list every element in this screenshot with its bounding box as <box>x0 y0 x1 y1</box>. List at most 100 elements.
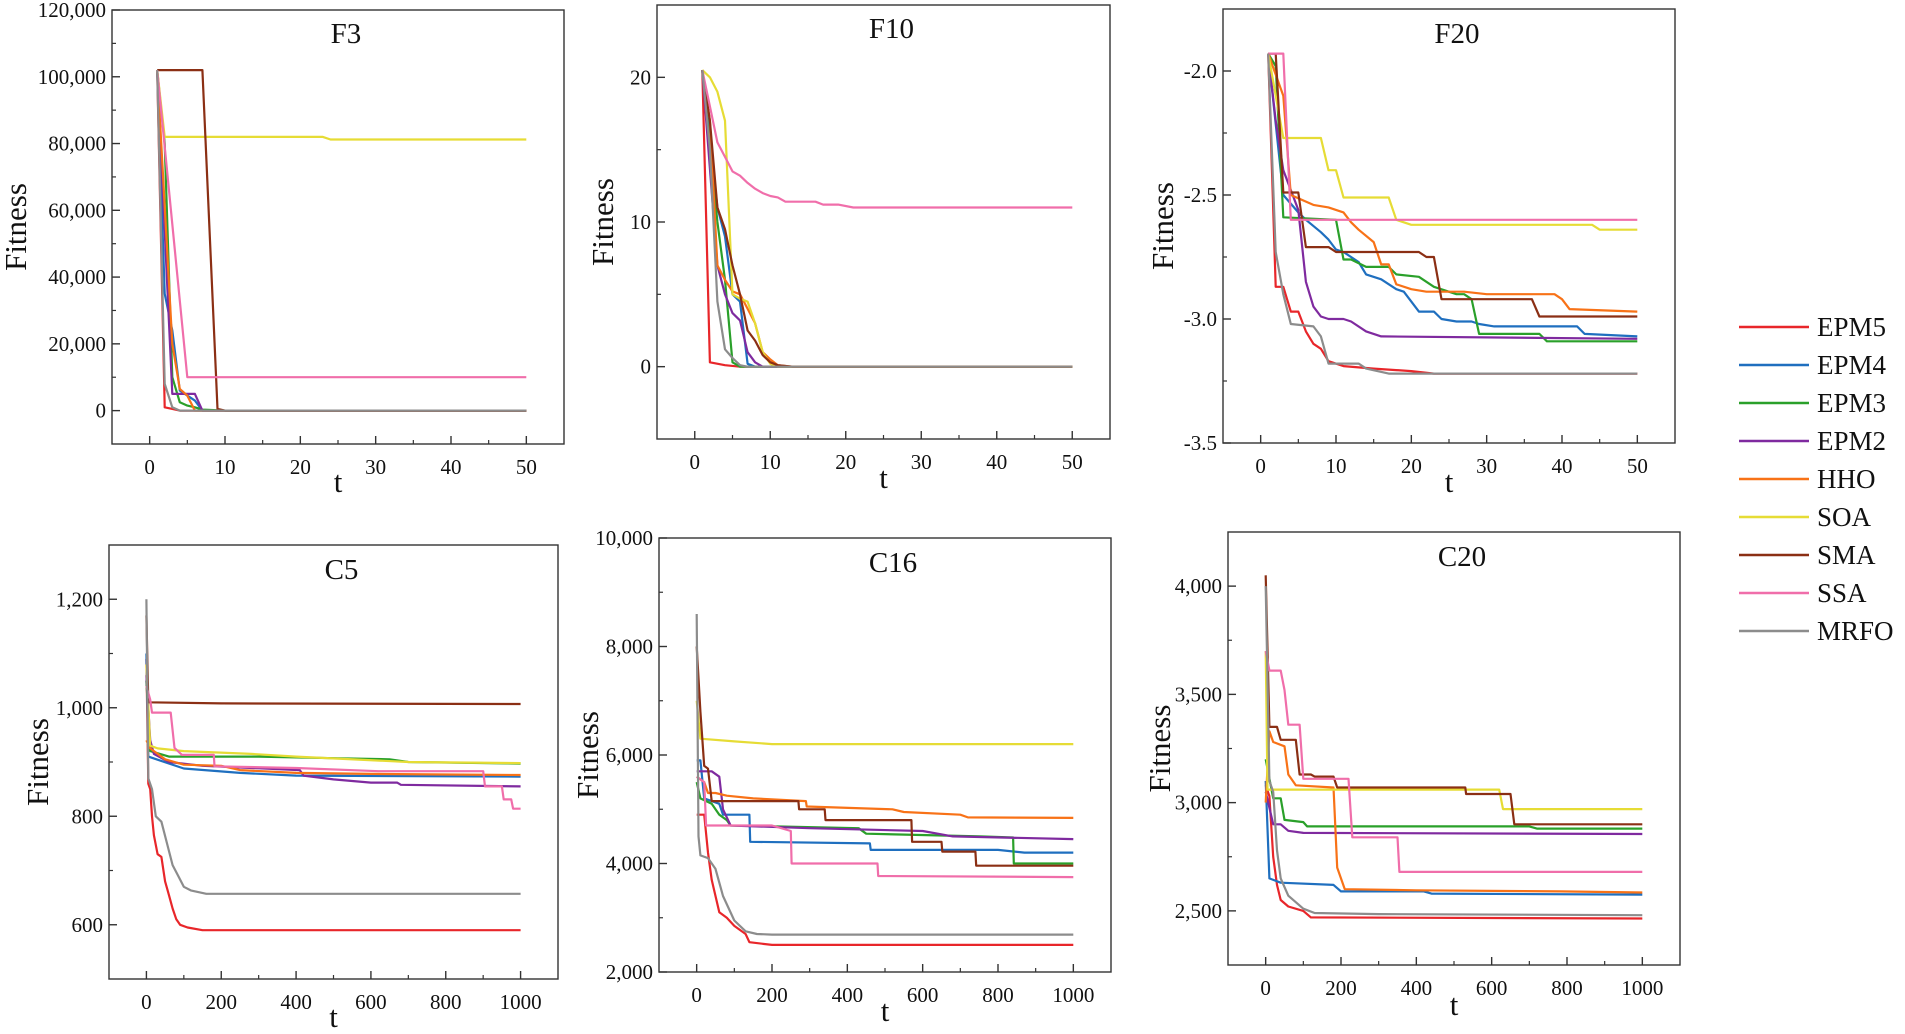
series-line-EPM4 <box>156 70 527 412</box>
x-tick-label: 200 <box>756 983 788 1007</box>
y-tick-label: 2,500 <box>1175 899 1222 923</box>
x-tick-label: 50 <box>516 455 537 479</box>
x-tick-label: 600 <box>1476 976 1508 1000</box>
x-tick-label: 0 <box>1255 454 1266 478</box>
legend-item-EPM4: EPM4 <box>1739 350 1887 380</box>
y-tick-label: 2,000 <box>606 960 653 984</box>
x-tick-label: 800 <box>982 983 1014 1007</box>
y-tick-label: -2.0 <box>1184 59 1217 83</box>
x-tick-label: 50 <box>1062 450 1083 474</box>
legend-item-EPM3: EPM3 <box>1739 388 1886 418</box>
legend-label: EPM2 <box>1817 426 1886 456</box>
panel-title: C5 <box>325 554 359 586</box>
series-line-EPM2 <box>156 70 527 412</box>
x-tick-label: 40 <box>1552 454 1573 478</box>
x-tick-label: 0 <box>691 983 702 1007</box>
x-tick-label: 1000 <box>1621 976 1663 1000</box>
chart-panel-F3: 0 10 20 30 40 50 0 20,000 40,000 60,000 80,000 100,… <box>0 0 565 499</box>
x-axis-label: t <box>1450 987 1459 1022</box>
y-axis-label: Fitness <box>1142 705 1177 793</box>
x-tick-label: 200 <box>206 990 238 1014</box>
series-line-SOA <box>701 69 1073 368</box>
y-axis-label: Fitness <box>570 711 605 799</box>
series-line-SOA <box>145 664 521 765</box>
x-tick-label: 1000 <box>500 990 542 1014</box>
y-tick-label: 4,000 <box>606 852 653 876</box>
y-tick-label: 1,200 <box>56 587 103 611</box>
series-line-SOA <box>1264 651 1643 811</box>
series-line-EPM4 <box>1264 780 1643 896</box>
series-line-EPM2 <box>701 70 1073 368</box>
x-tick-label: 10 <box>1326 454 1347 478</box>
series-line-EPM3 <box>701 69 1073 368</box>
legend-item-MRFO: MRFO <box>1739 616 1894 646</box>
series-line-HHO <box>1264 730 1643 894</box>
legend-label: EPM5 <box>1817 312 1886 342</box>
legend-item-EPM5: EPM5 <box>1739 312 1886 342</box>
y-tick-label: 0 <box>96 399 107 423</box>
series-line-EPM5 <box>701 70 1073 368</box>
x-tick-label: 40 <box>441 455 462 479</box>
series-line-MRFO <box>1267 53 1638 375</box>
x-tick-label: 50 <box>1627 454 1648 478</box>
y-tick-label: 10 <box>630 210 651 234</box>
y-tick-label: 40,000 <box>48 265 106 289</box>
y-tick-label: 4,000 <box>1175 574 1222 598</box>
legend-label: MRFO <box>1817 616 1894 646</box>
plot-frame <box>111 9 565 445</box>
y-tick-label: 600 <box>72 913 104 937</box>
panel-title: F10 <box>869 13 914 45</box>
y-axis-label: Fitness <box>20 718 55 806</box>
y-tick-label: 6,000 <box>606 743 653 767</box>
y-tick-label: 120,000 <box>38 0 106 22</box>
series-line-MRFO <box>701 69 1073 368</box>
series-line-SMA <box>701 69 1073 368</box>
legend-item-EPM2: EPM2 <box>1739 426 1886 456</box>
series-line-SMA <box>695 646 1074 867</box>
x-tick-label: 30 <box>365 455 386 479</box>
series-line-MRFO <box>145 599 521 895</box>
x-axis-label: t <box>334 464 343 499</box>
x-tick-label: 30 <box>1476 454 1497 478</box>
x-tick-label: 200 <box>1325 976 1357 1000</box>
series-line-MRFO <box>695 613 1074 936</box>
x-tick-label: 800 <box>1551 976 1583 1000</box>
series-line-EPM3 <box>156 69 527 412</box>
series-line-SSA <box>696 775 1074 879</box>
x-tick-label: 40 <box>986 450 1007 474</box>
series-line-HHO <box>145 739 521 777</box>
x-tick-label: 20 <box>1401 454 1422 478</box>
y-tick-label: -3.5 <box>1184 431 1217 455</box>
series-line-HHO <box>701 69 1073 368</box>
series-line-HHO <box>696 775 1074 820</box>
y-tick-label: 0 <box>641 355 652 379</box>
x-tick-label: 400 <box>1401 976 1433 1000</box>
x-tick-label: 0 <box>141 990 152 1014</box>
y-tick-label: 3,500 <box>1175 682 1222 706</box>
y-tick-label: 8,000 <box>606 635 653 659</box>
x-tick-label: 20 <box>835 450 856 474</box>
series-line-EPM2 <box>1267 53 1638 340</box>
y-tick-label: 800 <box>72 804 104 828</box>
series-line-SOA <box>156 69 527 141</box>
y-tick-label: 3,000 <box>1175 791 1222 815</box>
chart-panel-F10: 0 10 20 30 40 50 0 10 20 F10 t Fitness <box>585 4 1111 495</box>
panel-title: C20 <box>1438 541 1486 573</box>
series-line-SMA <box>1264 575 1643 826</box>
series-line-MRFO <box>1264 586 1643 917</box>
x-tick-label: 10 <box>215 455 236 479</box>
plot-frame <box>1222 8 1676 444</box>
series-line-EPM4 <box>1267 53 1638 338</box>
series-line-EPM3 <box>1264 759 1643 830</box>
series-line-EPM5 <box>1264 784 1643 920</box>
series-line-HHO <box>1267 53 1638 313</box>
series-line-SSA <box>145 685 521 810</box>
chart-panel-F20: 0 10 20 30 40 50 -3.5 -3.0 -2.5 -2.0 F20 t Fitness <box>1145 8 1676 499</box>
series-line-SSA <box>1264 650 1643 874</box>
y-tick-label: 80,000 <box>48 132 106 156</box>
series-line-EPM5 <box>156 70 527 412</box>
legend-item-SSA: SSA <box>1739 578 1867 608</box>
x-tick-label: 600 <box>907 983 939 1007</box>
chart-panel-C16: 0 200 400 600 800 1000 2,000 4,000 6,000 8,000 10,… <box>570 526 1112 1028</box>
